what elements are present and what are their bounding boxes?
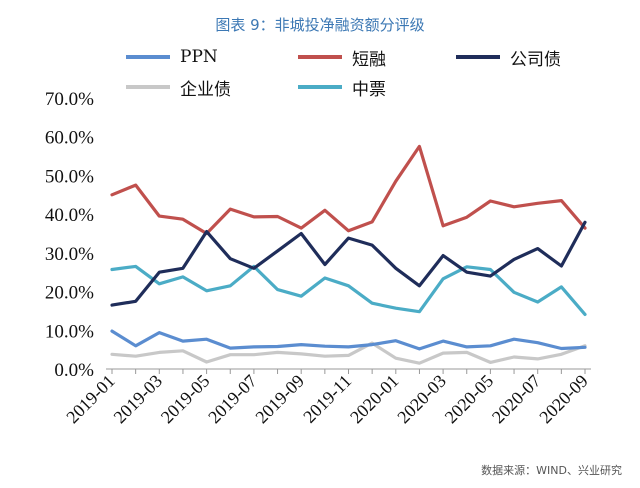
y-tick-label: 50.0%: [45, 166, 94, 187]
y-tick-label: 0.0%: [54, 360, 94, 381]
legend-label-mtn: 中票: [352, 79, 386, 100]
x-tick-label: 2020-01: [346, 371, 403, 428]
x-tick-label: 2020-07: [488, 371, 545, 428]
y-tick-label: 30.0%: [45, 244, 94, 265]
y-tick-label: 70.0%: [45, 89, 94, 110]
x-tick-label: 2019-07: [204, 371, 261, 428]
y-tick-label: 60.0%: [45, 128, 94, 149]
series-line-short-term: [110, 144, 587, 236]
y-tick-label: 20.0%: [45, 283, 94, 304]
legend-label-ppn: PPN: [180, 47, 218, 67]
x-tick-label: 2019-09: [251, 371, 308, 428]
legend-swatch-enterprise-bond: [126, 85, 170, 89]
legend-swatch-mtn: [298, 85, 342, 89]
legend-label-enterprise-bond: 企业债: [180, 79, 231, 100]
series-line-mtn: [110, 264, 587, 316]
series-lines: [110, 144, 587, 365]
x-tick-label: 2020-03: [393, 371, 450, 428]
x-tick-label: 2020-09: [535, 371, 592, 428]
legend-swatch-short-term: [298, 55, 342, 59]
x-tick-label: 2019-03: [110, 371, 167, 428]
legend-swatch-corporate-bond: [456, 55, 500, 59]
legend-item-enterprise-bond: 企业债: [126, 76, 231, 100]
y-axis-ticks: 0.0% 10.0% 20.0% 30.0% 40.0% 50.0% 60.0% 70.0%: [45, 89, 94, 381]
legend-label-corporate-bond: 公司债: [510, 49, 561, 70]
series-line-ppn: [110, 329, 587, 351]
series-line-corporate-bond: [110, 220, 587, 307]
legend-label-short-term: 短融: [352, 49, 386, 70]
legend-item-corporate-bond: 公司债: [456, 46, 561, 70]
y-tick-label: 10.0%: [45, 321, 94, 342]
chart-title: 图表 9：非城投净融资额分评级: [215, 16, 425, 34]
y-tick-label: 40.0%: [45, 205, 94, 226]
x-tick-label: 2019-11: [299, 371, 355, 427]
legend-item-mtn: 中票: [298, 76, 386, 100]
series-line-enterprise-bond: [110, 341, 587, 365]
x-tick-label: 2019-05: [157, 371, 214, 428]
legend-swatch-ppn: [126, 55, 170, 59]
x-axis: 2019-012019-032019-052019-072019-092019-…: [62, 368, 592, 428]
chart-legend: PPN 短融 公司债 企业债 中票: [126, 46, 626, 102]
x-tick-label: 2020-05: [441, 371, 498, 428]
legend-item-ppn: PPN: [126, 46, 218, 68]
legend-item-short-term: 短融: [298, 46, 386, 70]
source-note: 数据来源：WIND、兴业研究: [481, 464, 622, 477]
